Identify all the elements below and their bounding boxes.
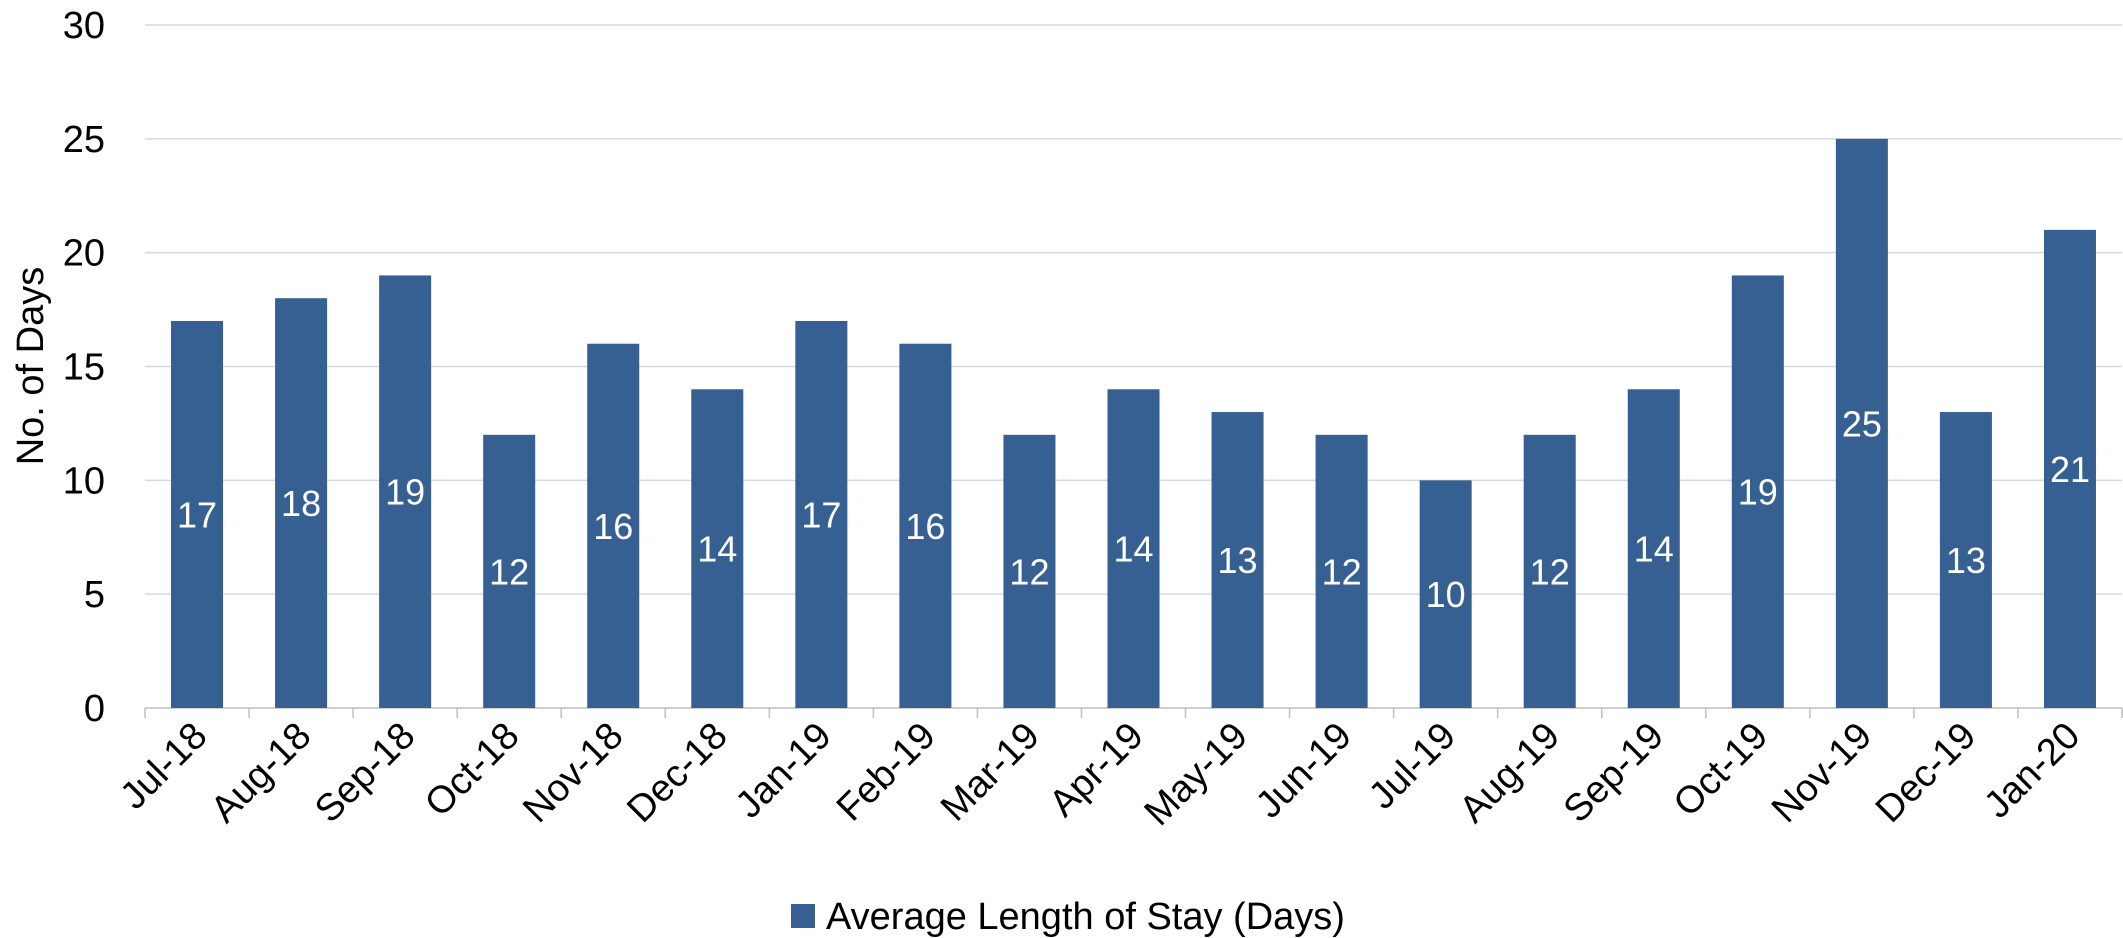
x-tick-label: Jul-18 xyxy=(113,715,216,818)
bar-value-label: 17 xyxy=(801,494,841,535)
y-tick-label: 5 xyxy=(84,574,105,616)
bar-value-label: 14 xyxy=(1113,529,1153,570)
legend: Average Length of Stay (Days) xyxy=(791,896,1345,938)
bar-value-label: 14 xyxy=(697,529,737,570)
bar xyxy=(483,434,536,708)
y-axis-ticks: 0 5 10 15 20 25 30 xyxy=(63,5,105,730)
bar xyxy=(1107,389,1160,708)
bar xyxy=(171,320,224,708)
y-tick-label: 10 xyxy=(63,460,105,502)
y-axis-title: No. of Days xyxy=(10,267,52,466)
x-tick-label: Mar-19 xyxy=(933,715,1048,830)
bar-value-label: 19 xyxy=(1738,472,1778,513)
bar xyxy=(379,275,432,708)
data-labels: 17 18 19 12 16 14 17 16 12 14 13 12 10 12 14 19 25 13 21 xyxy=(177,403,2090,615)
y-tick-label: 0 xyxy=(84,688,105,730)
bar-value-label: 21 xyxy=(2050,449,2090,490)
y-tick-label: 15 xyxy=(63,347,105,389)
bar-value-label: 13 xyxy=(1218,540,1258,581)
x-tick-label: Dec-18 xyxy=(619,715,735,831)
x-tick-label: Nov-18 xyxy=(515,715,631,831)
x-tick-label: Dec-19 xyxy=(1868,715,1984,831)
bar xyxy=(691,389,744,708)
x-tick-label: Jan-20 xyxy=(1976,715,2088,827)
bar xyxy=(587,343,640,708)
bar-value-label: 12 xyxy=(1322,551,1362,592)
bar-value-label: 16 xyxy=(905,506,945,547)
bar xyxy=(1523,434,1576,708)
bar-value-label: 14 xyxy=(1634,529,1674,570)
x-axis-ticks: Jul-18Aug-18Sep-18Oct-18Nov-18Dec-18Jan-… xyxy=(113,715,2089,834)
bar xyxy=(1315,434,1368,708)
legend-swatch xyxy=(791,904,815,928)
bar xyxy=(1939,412,1992,708)
bar-value-label: 13 xyxy=(1946,540,1986,581)
x-tick-label: Aug-18 xyxy=(203,715,319,831)
legend-label: Average Length of Stay (Days) xyxy=(826,896,1345,938)
bars xyxy=(171,138,2096,709)
bar xyxy=(1003,434,1056,708)
bar-value-label: 17 xyxy=(177,494,217,535)
bar-value-label: 18 xyxy=(281,483,321,524)
x-tick-label: May-19 xyxy=(1137,715,1256,834)
x-tick-label: Oct-19 xyxy=(1666,715,1776,825)
bar-value-label: 12 xyxy=(489,551,529,592)
x-tick-label: Nov-19 xyxy=(1764,715,1880,831)
bar-value-label: 19 xyxy=(385,472,425,513)
x-tick-label: Jun-19 xyxy=(1248,715,1360,827)
bar xyxy=(795,320,848,708)
x-tick-label: Feb-19 xyxy=(829,715,944,830)
x-tick-label: Apr-19 xyxy=(1042,715,1152,825)
bar xyxy=(2043,229,2096,708)
y-tick-label: 30 xyxy=(63,5,105,47)
y-tick-label: 20 xyxy=(63,233,105,275)
x-tick-label: Oct-18 xyxy=(417,715,527,825)
bar xyxy=(899,343,952,708)
x-tick-label: Aug-19 xyxy=(1452,715,1568,831)
x-tick-label: Jan-19 xyxy=(728,715,840,827)
bar-value-label: 25 xyxy=(1842,403,1882,444)
bar xyxy=(1419,480,1472,708)
x-tick-label: Sep-18 xyxy=(307,715,423,831)
bar xyxy=(275,298,328,708)
x-tick-label: Jul-19 xyxy=(1361,715,1464,818)
bar xyxy=(1835,138,1888,709)
gridlines xyxy=(144,24,2123,718)
bar-value-label: 12 xyxy=(1530,551,1570,592)
x-tick-label: Sep-19 xyxy=(1556,715,1672,831)
bar xyxy=(1731,275,1784,708)
bar xyxy=(1627,389,1680,708)
bar xyxy=(1211,412,1264,708)
bar-value-label: 12 xyxy=(1009,551,1049,592)
bar-value-label: 10 xyxy=(1426,574,1466,615)
y-tick-label: 25 xyxy=(63,119,105,161)
bar-value-label: 16 xyxy=(593,506,633,547)
